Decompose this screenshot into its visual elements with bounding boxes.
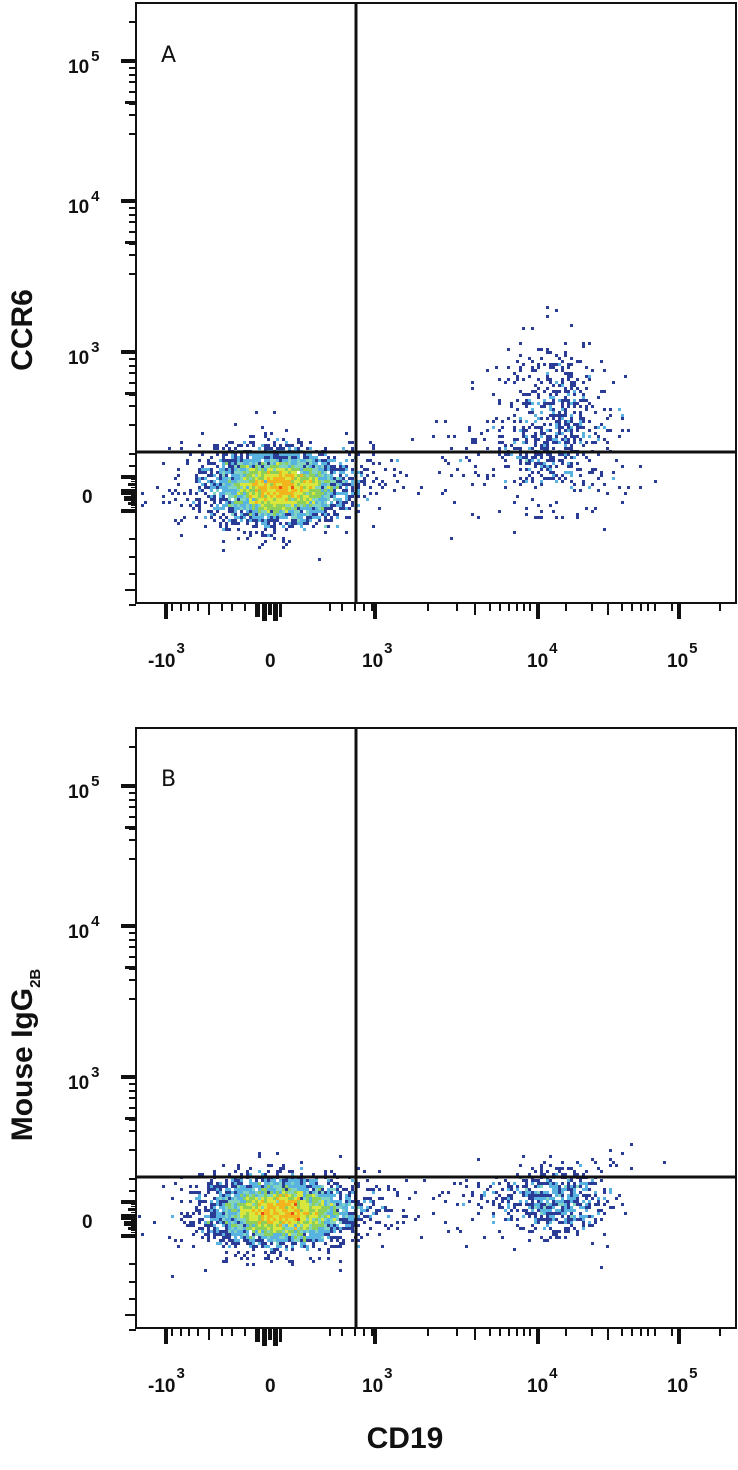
x-tick-label: 105 [667,640,697,672]
x-tick-label: 0 [265,1376,276,1397]
y-axis-ticks [121,746,136,1331]
x-tick-label: -103 [148,640,185,672]
x-tick-label: 103 [362,640,392,672]
x-axis-ticks [164,1328,721,1346]
x-tick-label: 0 [265,651,276,672]
y-tick-label: 104 [68,188,100,218]
y-tick-label: 0 [82,487,93,508]
x-axis-tick-labels: -103 0 103 104 105 [148,640,697,672]
y-axis-tick-labels: 105 104 103 0 [68,48,100,508]
x-tick-label: 104 [527,1365,558,1397]
y-tick-label: 105 [68,773,99,803]
y-tick-label: 104 [68,913,100,943]
x-tick-label: -103 [148,1365,185,1397]
y-axis-title-subscript: 2B [27,969,44,988]
y-axis-title-main: Mouse IgG [6,988,39,1141]
x-axis-ticks [164,603,721,621]
panel-letter: A [161,43,176,68]
y-axis-ticks [121,21,136,606]
x-axis-tick-labels: -103 0 103 104 105 [148,1365,697,1397]
y-tick-label: 103 [68,1064,99,1094]
x-tick-label: 105 [667,1365,697,1397]
x-tick-label: 103 [362,1365,392,1397]
y-tick-label: 103 [68,339,99,369]
y-tick-label: 0 [82,1212,93,1233]
y-tick-label: 105 [68,48,99,78]
y-axis-title: Mouse IgG2B [6,969,44,1142]
panel-letter: B [161,767,176,792]
panel-b-plot: B 105 104 103 0 -103 0 103 104 105 Mouse IgG2B [6,727,737,1397]
panel-a-plot: A 105 104 103 0 -103 0 103 104 105 CCR6 [6,2,737,672]
scatter-points [138,1143,666,1278]
y-axis-tick-labels: 105 104 103 0 [68,773,100,1233]
plot-frame [135,2,737,604]
x-axis-title: CD19 [367,1422,444,1455]
x-tick-label: 104 [527,640,558,672]
y-axis-title: CCR6 [6,289,39,371]
